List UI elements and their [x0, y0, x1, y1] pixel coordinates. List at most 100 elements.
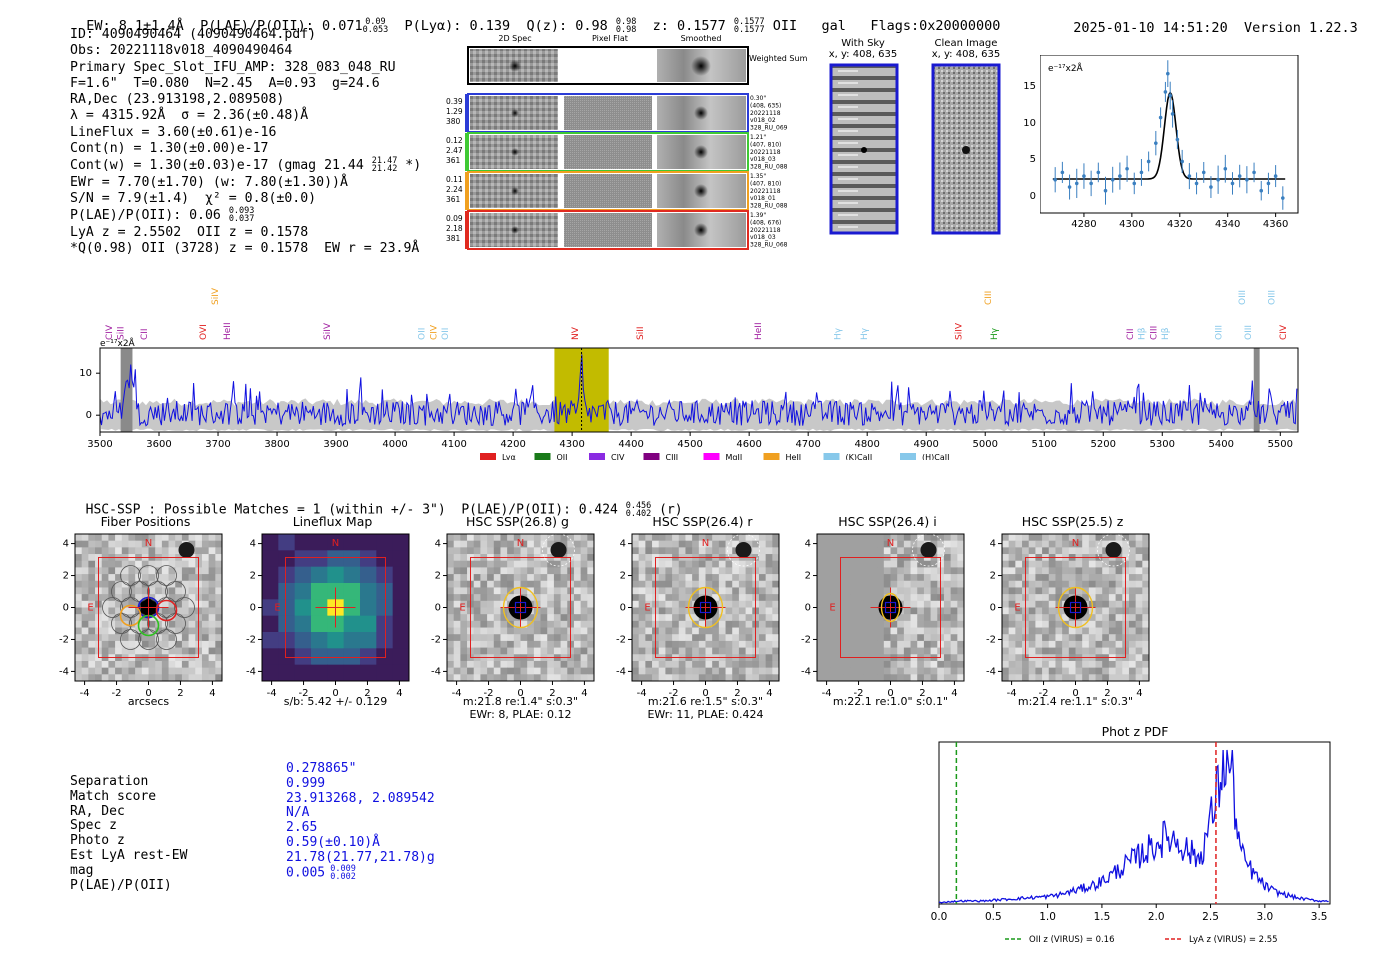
spec2d-row-meta: 328_RU_068 [750, 242, 788, 249]
cutout-title: HSC SSP(25.5) z [1021, 514, 1124, 529]
spec2d-row-meta: v018_03 [750, 156, 776, 163]
cutout-xtick: -4 [822, 688, 832, 699]
zoom-xtick: 4360 [1263, 219, 1288, 230]
cutout-title: HSC SSP(26.8) g [466, 514, 569, 529]
cutout-xtick: -4 [267, 688, 277, 699]
zoom-data-point [1163, 90, 1168, 94]
cutout-east-label: E [644, 603, 650, 614]
fiber-circle [156, 565, 177, 586]
cutout-xtick: 2 [734, 688, 740, 699]
header-timestamp: 2025-01-10 14:51:20 [1073, 20, 1228, 36]
spectrum-masked-region [120, 348, 133, 432]
photz-xtick: 1.5 [1094, 911, 1111, 923]
spectrum-line-label: SiIV [955, 322, 965, 340]
cutout-xtick: 2 [177, 688, 183, 699]
spectrum-legend-label: CIII [666, 453, 679, 460]
spectrum-legend-swatch [763, 453, 780, 460]
zoom-data-point [1154, 141, 1158, 145]
zoom-data-point [1082, 174, 1086, 178]
cutout-ytick: 2 [435, 571, 441, 582]
cutout-ytick: 0 [990, 603, 996, 614]
zoom-xtick: 4280 [1071, 219, 1096, 230]
match-value: N/A [286, 805, 310, 821]
spectrum-legend-swatch [703, 453, 720, 460]
photz-xtick: 0.5 [985, 911, 1002, 923]
header-z: z: 0.1577 [652, 18, 726, 34]
spectrum-line-label: OIII [1238, 290, 1248, 305]
zoom-data-point [1125, 166, 1129, 171]
spec2d-row-meta: v018_03 [750, 234, 776, 241]
spec2d-row-meta: (407, 810) [750, 141, 781, 148]
spectrum-line-label: SiII [117, 326, 127, 340]
spectrum-line-label: Hβ [1138, 327, 1148, 340]
photz-xtick: 3.5 [1311, 911, 1328, 923]
cutout-xtick: 4 [1136, 688, 1142, 699]
info-lambda: λ = 4315.92Å σ = 2.36(±0.48)Å [70, 108, 309, 124]
cutout-panel: HSC SSP(26.4) r N E -4 -4 -2 -2 0 0 2 2 4 4 m:21.6 re… [605, 512, 795, 722]
cutout-panel: Lineflux Map N E -4 -4 -2 -2 0 0 2 2 4 4 s/b: 5.42 +/… [235, 512, 425, 722]
cutout-xtick: -4 [637, 688, 647, 699]
zoom-data-point [1103, 188, 1108, 193]
cutout-ytick: -4 [986, 666, 996, 677]
spectrum-xtick: 3600 [146, 439, 171, 450]
zoom-data-point [1166, 71, 1170, 76]
spectrum-xtick: 4300 [559, 439, 584, 450]
spec2d-row-meta: (408, 635) [750, 102, 781, 109]
match-value: 23.913268, 2.089542 [286, 790, 435, 806]
spec2d-row-num: 0.11 [446, 175, 463, 184]
cutout-ytick: 2 [63, 571, 69, 582]
cutout-xtick: -2 [112, 688, 122, 699]
spectrum-line-label: OIII [1267, 290, 1277, 305]
spec2d-row-num: 381 [446, 234, 461, 243]
cutout-north-label: N [332, 538, 339, 549]
cutout-xtick: -4 [80, 688, 90, 699]
photz-xtick: 3.0 [1256, 911, 1273, 923]
spectrum-masked-region [1253, 348, 1260, 432]
spectrum-line-label: Hβ [1161, 327, 1171, 340]
info-obs: Obs: 20221118v018_4090490464 [70, 43, 293, 59]
cutout-north-label: N [145, 538, 152, 549]
spectrum-legend-label: CIV [611, 453, 625, 460]
cutout-caption: arcsecs [127, 695, 170, 708]
header-ew: EW: 8.1±1.4Å [86, 18, 184, 34]
fiber-circle [156, 629, 177, 650]
zoom-ytick: 10 [1023, 117, 1036, 129]
spectrum-line-label: CII [1126, 328, 1136, 340]
cutout-ytick: 0 [63, 603, 69, 614]
fiber-circle [138, 565, 159, 586]
match-label: Match score [70, 788, 157, 804]
fiber-circle [129, 581, 150, 602]
zoom-data-point [1259, 188, 1264, 193]
spectrum-xtick: 3700 [205, 439, 230, 450]
zoom-data-point [1273, 174, 1278, 178]
spectrum-line-label: Hγ [860, 327, 870, 340]
cutout-xtick: -2 [484, 688, 494, 699]
cutout-xtick: -2 [299, 688, 309, 699]
fiber-circle [165, 581, 186, 602]
spectrum-xtick: 5200 [1091, 439, 1116, 450]
spectrum-line-label: OIII [1214, 325, 1224, 340]
zoom-data-point [1158, 115, 1163, 120]
cutout-east-label: E [459, 603, 465, 614]
cutout-title: Lineflux Map [292, 514, 373, 529]
spec2d-row-num: 1.29 [446, 107, 463, 116]
spectrum-xtick: 5300 [1150, 439, 1175, 450]
zoom-data-point [1175, 137, 1180, 142]
spectrum-xtick: 4900 [913, 439, 938, 450]
cutout-panel: HSC SSP(26.4) i N E -4 -4 -2 -2 0 0 2 2 4 4 m:22.1 re… [790, 512, 980, 722]
spectrum-xtick: 5100 [1032, 439, 1057, 450]
spec2d-weighted-label: Weighted Sum [749, 54, 808, 63]
zoom-data-point [1252, 170, 1256, 175]
cutout-ytick: -4 [616, 666, 626, 677]
cutout-ytick: -2 [59, 634, 69, 645]
info-lya: LyA z = 2.5502 OII z = 0.1578 [70, 224, 309, 240]
match-label: Separation [70, 774, 149, 789]
spectrum-xtick: 4200 [500, 439, 525, 450]
spectrum-xtick: 4600 [736, 439, 761, 450]
cutout-xtick: 4 [581, 688, 587, 699]
header-version: Version 1.22.3 [1243, 20, 1358, 36]
zoom-data-point [1237, 174, 1242, 178]
zoom-data-point [1180, 159, 1184, 164]
photz-xtick: 2.5 [1202, 911, 1219, 923]
